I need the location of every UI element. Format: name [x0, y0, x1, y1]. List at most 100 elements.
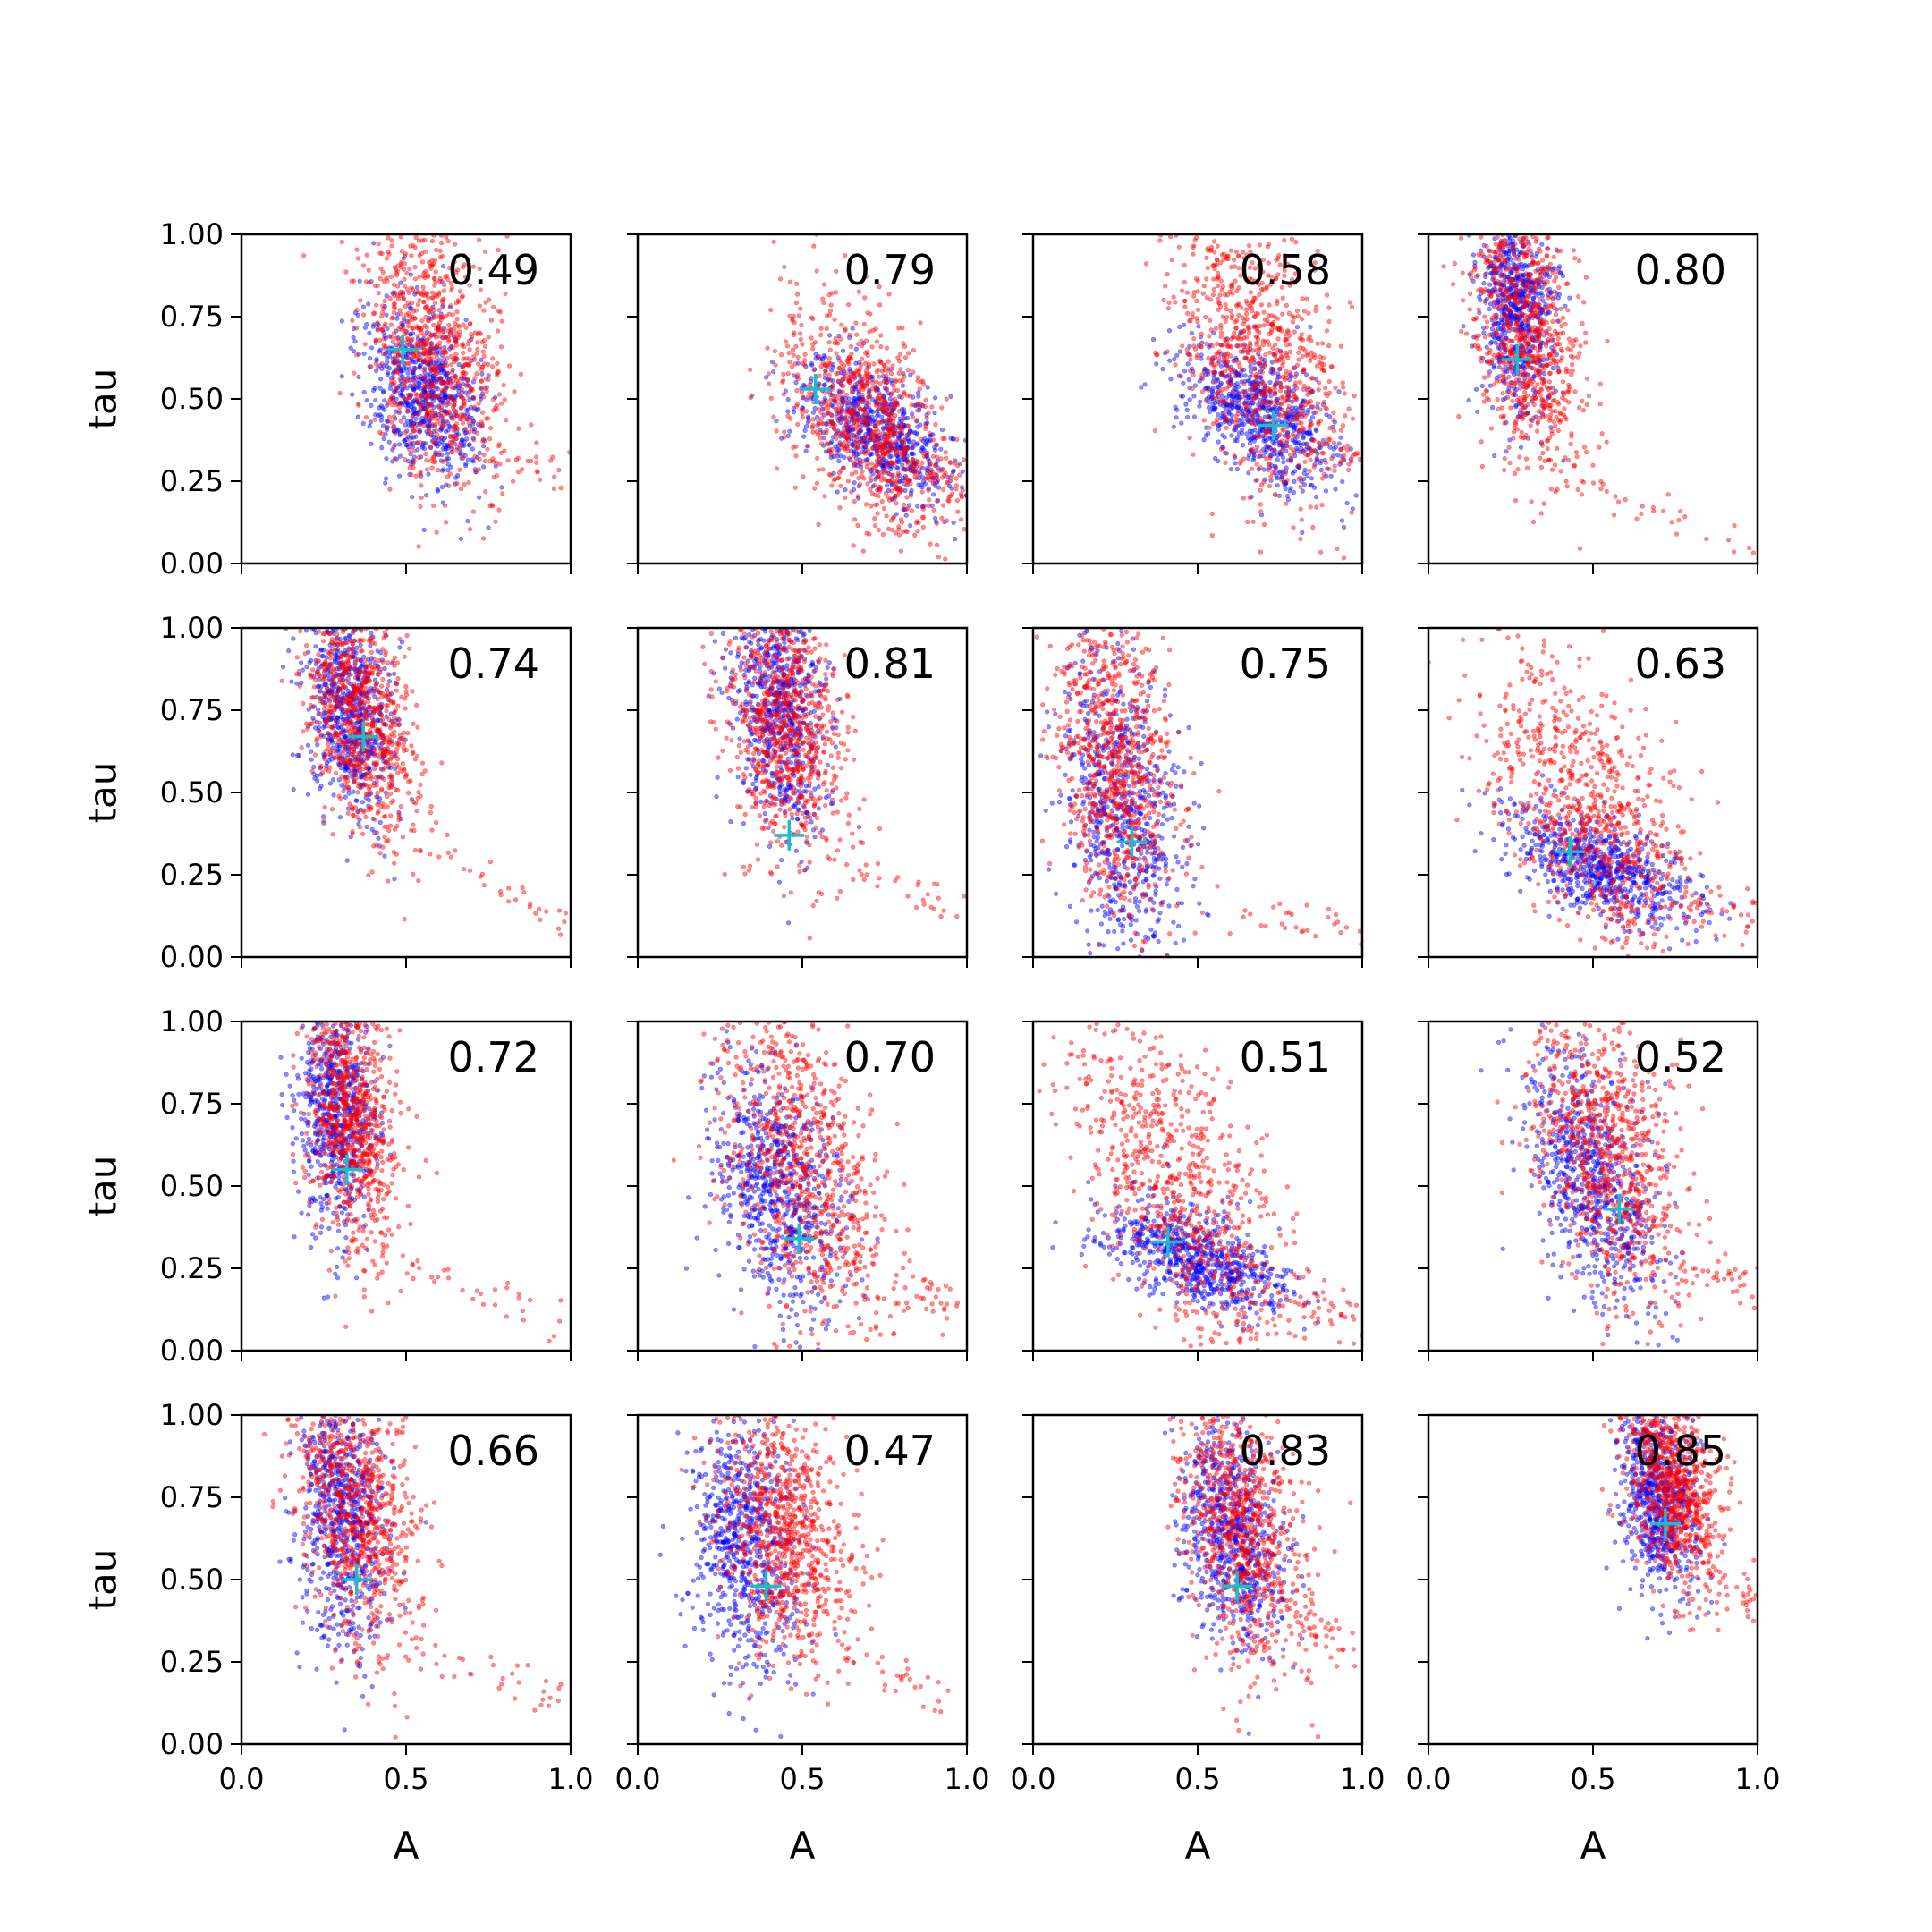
blue-point	[1281, 460, 1286, 465]
red-point	[415, 324, 420, 329]
red-point	[415, 374, 420, 380]
red-point	[806, 418, 812, 423]
red-point	[821, 300, 826, 306]
red-point	[476, 401, 481, 406]
red-point	[927, 470, 933, 476]
red-point	[392, 400, 397, 405]
red-point	[940, 436, 945, 442]
red-point	[940, 503, 946, 508]
blue-point	[1168, 377, 1174, 382]
red-point	[525, 458, 530, 464]
red-point	[843, 393, 849, 398]
blue-point	[372, 386, 377, 391]
red-point	[838, 336, 843, 342]
red-point	[1263, 352, 1268, 358]
blue-point	[1205, 385, 1210, 390]
red-point	[402, 318, 407, 325]
red-point	[373, 361, 378, 367]
blue-point	[763, 375, 769, 380]
red-point	[799, 322, 804, 328]
red-point	[1299, 332, 1304, 337]
red-point	[427, 331, 432, 336]
blue-point	[1240, 427, 1245, 432]
red-point	[867, 371, 872, 377]
blue-point	[1313, 494, 1319, 500]
red-point	[1228, 265, 1234, 270]
blue-point	[843, 487, 848, 493]
red-point	[874, 468, 879, 474]
red-point	[800, 415, 806, 420]
blue-point	[1489, 405, 1496, 411]
red-point	[407, 465, 412, 470]
blue-point	[1139, 385, 1144, 390]
blue-point	[470, 416, 475, 421]
red-point	[894, 402, 901, 408]
blue-point	[889, 496, 895, 502]
red-point	[901, 416, 907, 421]
red-point	[1187, 318, 1192, 324]
red-point	[1271, 367, 1276, 372]
red-point	[917, 386, 922, 392]
red-point	[847, 354, 852, 360]
red-point	[1287, 283, 1292, 288]
red-point	[873, 492, 878, 498]
red-point	[1199, 344, 1204, 350]
red-point	[1310, 524, 1316, 530]
red-point	[1182, 299, 1188, 304]
red-point	[1318, 407, 1323, 412]
red-point	[1223, 302, 1228, 308]
red-point	[1204, 295, 1209, 301]
blue-point	[1181, 322, 1187, 327]
blue-point	[411, 375, 417, 380]
red-point	[1258, 465, 1263, 470]
red-point	[1261, 382, 1267, 387]
blue-point	[384, 427, 390, 433]
red-point	[875, 511, 880, 516]
red-point	[1212, 370, 1217, 376]
red-point	[849, 489, 854, 495]
red-point	[894, 501, 899, 506]
red-point	[841, 465, 847, 470]
blue-point	[360, 420, 366, 427]
red-point	[395, 268, 401, 274]
red-point	[399, 311, 404, 317]
red-point	[845, 302, 852, 308]
blue-point	[374, 356, 379, 362]
red-point	[423, 314, 428, 320]
red-point	[382, 298, 387, 304]
red-point	[896, 524, 902, 530]
red-point	[391, 445, 396, 450]
red-point	[1349, 459, 1354, 464]
red-point	[1187, 436, 1192, 441]
red-point	[1283, 443, 1288, 449]
blue-point	[474, 455, 480, 461]
red-point	[954, 436, 960, 443]
red-point	[1242, 356, 1248, 361]
red-point	[1258, 549, 1264, 555]
red-point	[389, 419, 394, 425]
red-point	[429, 343, 435, 349]
red-point	[427, 348, 432, 353]
blue-point	[444, 393, 449, 398]
red-point	[391, 382, 396, 387]
blue-point	[375, 326, 380, 332]
red-point	[1307, 445, 1312, 451]
red-point	[843, 376, 848, 381]
red-point	[896, 370, 902, 377]
red-point	[1236, 266, 1241, 271]
blue-point	[1216, 439, 1221, 445]
blue-point	[415, 284, 420, 291]
red-point	[899, 451, 905, 456]
red-point	[1325, 441, 1330, 446]
red-point	[379, 361, 385, 367]
blue-point	[1217, 382, 1223, 387]
red-point	[1257, 282, 1262, 287]
red-point	[435, 293, 440, 299]
blue-point	[1246, 455, 1251, 461]
red-point	[1319, 502, 1325, 508]
red-point	[445, 371, 451, 377]
blue-point	[450, 445, 455, 452]
red-point	[894, 387, 901, 394]
red-point	[782, 435, 787, 440]
red-point	[782, 264, 787, 270]
